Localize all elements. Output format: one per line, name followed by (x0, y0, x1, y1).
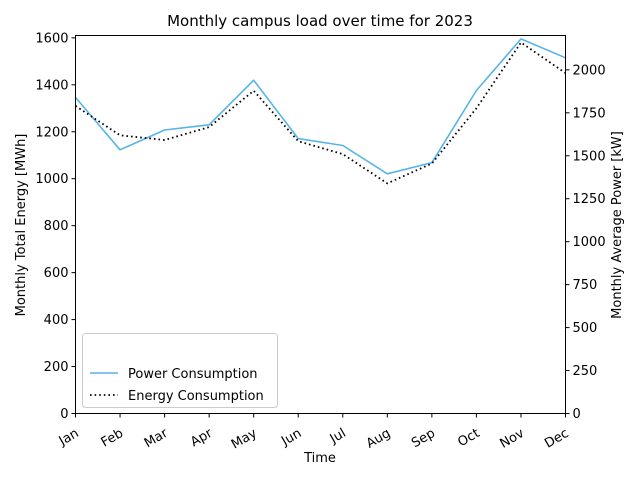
data-point-power (119, 149, 121, 151)
data-point-energy (253, 90, 255, 92)
left-tick-label: 800 (44, 219, 69, 234)
right-axis: 0 250 500 750 1000 1250 1500 1750 2000 (565, 63, 606, 422)
right-tick-label: 750 (573, 278, 598, 293)
right-tick-label: 500 (573, 321, 598, 336)
left-axis-title: Monthly Total Energy [MWh] (14, 134, 29, 317)
plot-frame (75, 35, 566, 414)
x-tick-label: Dec (542, 426, 571, 452)
legend: Power Consumption Energy Consumption (82, 333, 278, 408)
left-tick-label: 1400 (35, 78, 68, 93)
x-tick-label: May (229, 426, 260, 453)
data-point-power (520, 38, 522, 40)
data-point-energy (342, 153, 344, 155)
data-point-energy (476, 107, 478, 109)
x-tick-label: Nov (497, 426, 527, 452)
data-point-energy (387, 183, 389, 185)
right-tick-label: 1250 (573, 192, 606, 207)
left-tick-label: 200 (44, 360, 69, 375)
x-tick-label: Aug (364, 426, 393, 452)
left-tick-label: 400 (44, 313, 69, 328)
legend-label-energy: Energy Consumption (128, 389, 264, 404)
data-point-energy (119, 134, 121, 136)
right-tick-label: 1000 (573, 235, 606, 250)
x-axis: Jan Feb Mar Apr May Jun Jul Aug Sep Oct Nov Dec (56, 413, 572, 453)
data-point-energy (431, 163, 433, 165)
series-layer (74, 38, 567, 185)
right-tick-label: 250 (573, 364, 598, 379)
data-point-energy (520, 42, 522, 44)
right-axis-title: Monthly Average Power [kW] (610, 131, 625, 319)
data-point-power (342, 145, 344, 147)
x-tick-label: Mar (142, 426, 171, 452)
x-tick-label: Apr (188, 426, 216, 451)
data-point-energy (208, 126, 210, 128)
left-tick-label: 1000 (35, 172, 68, 187)
chart-title: Monthly campus load over time for 2023 (167, 12, 473, 30)
data-point-power (297, 138, 299, 140)
x-tick-label: Jan (56, 426, 82, 450)
right-tick-label: 1500 (573, 149, 606, 164)
right-tick-label: 2000 (573, 63, 606, 78)
data-point-energy (297, 140, 299, 142)
left-tick-label: 1200 (35, 125, 68, 140)
data-point-power (164, 129, 166, 131)
data-point-power (208, 124, 210, 126)
x-axis-title: Time (303, 451, 336, 466)
data-point-power (476, 90, 478, 92)
right-tick-label: 0 (573, 407, 581, 422)
legend-box (82, 333, 278, 408)
right-tick-label: 1750 (573, 106, 606, 121)
data-point-power (387, 173, 389, 175)
left-axis: 0 200 400 600 800 1000 1200 1400 1600 (35, 31, 76, 422)
x-tick-label: Feb (99, 426, 126, 451)
left-tick-label: 0 (60, 407, 68, 422)
x-tick-label: Jul (327, 426, 349, 447)
data-point-power (253, 79, 255, 81)
legend-label-power: Power Consumption (128, 367, 258, 382)
series-line-power (74, 38, 566, 175)
series-line-energy (75, 41, 567, 185)
x-tick-label: Jun (278, 426, 304, 450)
x-tick-label: Oct (455, 426, 482, 450)
left-tick-label: 1600 (35, 31, 68, 46)
left-tick-label: 600 (44, 266, 69, 281)
x-tick-label: Sep (409, 426, 438, 451)
data-point-energy (164, 139, 166, 141)
